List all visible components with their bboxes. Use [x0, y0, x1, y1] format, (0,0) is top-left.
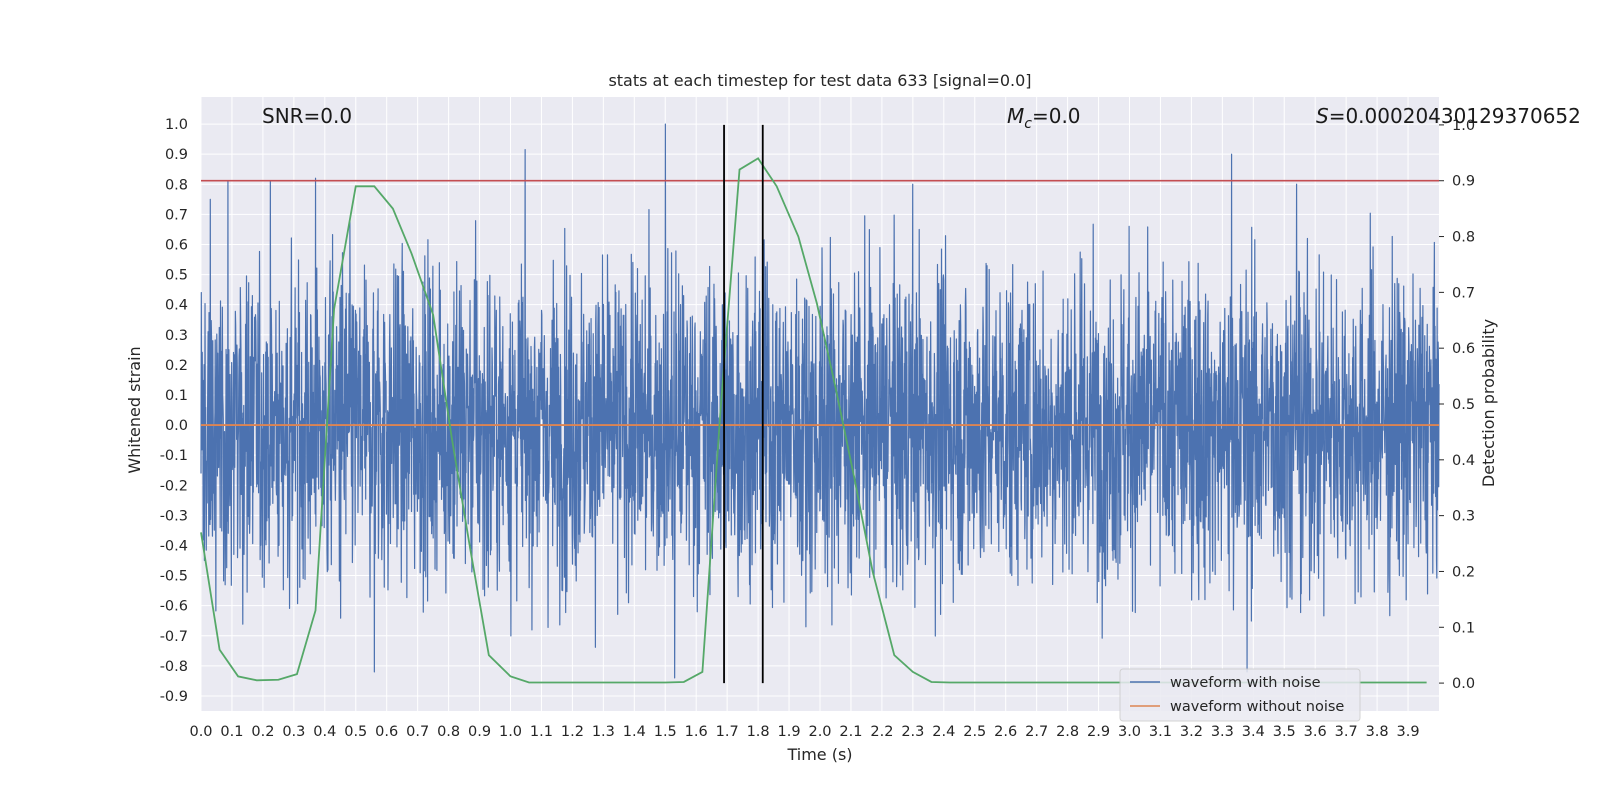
y-tick-label: 0.6	[165, 237, 188, 253]
y-tick-label: 0.1	[165, 388, 188, 404]
x-tick-label: 1.0	[499, 724, 522, 740]
x-tick-label: 3.7	[1335, 724, 1358, 740]
x-tick-label: 1.3	[592, 724, 615, 740]
x-tick-label: 2.8	[1056, 724, 1079, 740]
y-tick-label: -0.8	[160, 659, 188, 675]
x-tick-label: 3.3	[1211, 724, 1234, 740]
series-waveform-with-noise	[200, 123, 1440, 679]
y-tick-label: 0.4	[165, 298, 188, 314]
x-tick-label: 2.0	[808, 724, 831, 740]
legend: waveform with noise waveform without noi…	[1119, 668, 1361, 722]
x-tick-label: 3.5	[1273, 724, 1296, 740]
x-tick-label: 3.2	[1180, 724, 1203, 740]
x-tick-label: 3.4	[1242, 724, 1265, 740]
y-right-tick-label: 0.8	[1452, 230, 1475, 246]
x-tick-label: 3.8	[1366, 724, 1389, 740]
y-right-tick-label: 0.4	[1452, 453, 1475, 469]
chirp-mass-subscript: c	[1024, 116, 1032, 132]
x-tick-label: 1.1	[530, 724, 553, 740]
x-tick-label: 3.9	[1397, 724, 1420, 740]
y-tick-label: -0.5	[160, 569, 188, 585]
y-right-tick-label: 0.0	[1452, 676, 1475, 692]
x-tick-label: 3.1	[1149, 724, 1172, 740]
x-tick-label: 0.9	[468, 724, 491, 740]
x-tick-label: 2.2	[870, 724, 893, 740]
y-axis-ticks-right: 1.0 0.9 0.8 0.7 0.6 0.5 0.4 0.3 0.2 0.1 0.0	[1439, 118, 1475, 692]
y-right-tick-label: 0.5	[1452, 397, 1475, 413]
x-tick-label: 3.6	[1304, 724, 1327, 740]
event-marker-lines	[723, 124, 764, 684]
legend-label-waveform-with-noise: waveform with noise	[1170, 675, 1321, 691]
y-tick-label: -0.7	[160, 629, 188, 645]
y-right-tick-label: 0.1	[1452, 620, 1475, 636]
y-tick-label: -0.2	[160, 478, 188, 494]
snr-annotation: SNR=0.0	[262, 104, 352, 128]
y-tick-label: -0.4	[160, 538, 188, 554]
chart-title: stats at each timestep for test data 633…	[608, 71, 1031, 90]
x-tick-label: 1.5	[654, 724, 677, 740]
y-axis-label-right: Detection probability	[1479, 319, 1498, 487]
y-tick-label: 0.3	[165, 328, 188, 344]
y-right-tick-label: 0.7	[1452, 285, 1475, 301]
x-tick-label: 1.4	[623, 724, 646, 740]
x-tick-label: 0.2	[251, 724, 274, 740]
y-right-tick-label: 0.9	[1452, 174, 1475, 190]
y-right-tick-label: 0.2	[1452, 564, 1475, 580]
y-tick-label: 1.0	[165, 117, 188, 133]
y-tick-label: 0.5	[165, 268, 188, 284]
x-tick-label: 2.7	[1025, 724, 1048, 740]
y-tick-label: 0.2	[165, 358, 188, 374]
y-tick-label: 0.9	[165, 147, 188, 163]
x-tick-label: 1.8	[747, 724, 770, 740]
y-tick-label: -0.9	[160, 689, 188, 705]
x-tick-label: 0.6	[375, 724, 398, 740]
x-axis-ticks: 0.0 0.1 0.2 0.3 0.4 0.5 0.6 0.7 0.8 0.9 1.0 1.1 1.2 1…	[189, 724, 1419, 740]
x-tick-label: 0.7	[406, 724, 429, 740]
y-axis-label-left: Whitened strain	[125, 346, 144, 473]
x-tick-label: 2.4	[932, 724, 955, 740]
legend-label-waveform-without-noise: waveform without noise	[1170, 699, 1344, 715]
chirp-mass-value: =0.0	[1032, 104, 1081, 128]
x-tick-label: 0.3	[282, 724, 305, 740]
x-tick-label: 3.0	[1118, 724, 1141, 740]
x-tick-label: 0.1	[220, 724, 243, 740]
y-tick-label: -0.6	[160, 599, 188, 615]
y-tick-label: -0.1	[160, 448, 188, 464]
y-tick-label: -0.3	[160, 508, 188, 524]
x-tick-label: 1.7	[716, 724, 739, 740]
legend-box	[1119, 668, 1361, 722]
x-tick-label: 0.5	[344, 724, 367, 740]
x-tick-label: 0.8	[437, 724, 460, 740]
x-tick-label: 1.6	[685, 724, 708, 740]
y-tick-label: 0.8	[165, 177, 188, 193]
x-tick-label: 2.9	[1087, 724, 1110, 740]
x-tick-label: 0.0	[189, 724, 212, 740]
y-right-tick-label: 0.3	[1452, 509, 1475, 525]
x-tick-label: 1.2	[561, 724, 584, 740]
significance-annotation: S=0.00020430129370652	[1316, 104, 1581, 128]
significance-symbol: S	[1316, 104, 1329, 128]
y-right-tick-label: 1.0	[1452, 118, 1475, 134]
x-axis-label: Time (s)	[786, 745, 852, 764]
chirp-mass-symbol: M	[1007, 104, 1024, 128]
y-tick-label: 0.7	[165, 207, 188, 223]
significance-value: =0.00020430129370652	[1329, 104, 1581, 128]
x-tick-label: 2.5	[963, 724, 986, 740]
y-right-tick-label: 0.6	[1452, 341, 1475, 357]
x-tick-label: 1.9	[778, 724, 801, 740]
y-axis-ticks-left: 1.0 0.9 0.8 0.7 0.6 0.5 0.4 0.3 0.2 0.1 0.0 -0.1 -0.…	[160, 117, 188, 705]
x-tick-label: 0.4	[313, 724, 336, 740]
x-tick-label: 2.3	[901, 724, 924, 740]
chirp-mass-annotation: Mc=0.0	[1007, 104, 1081, 132]
x-tick-label: 2.1	[839, 724, 862, 740]
x-tick-label: 2.6	[994, 724, 1017, 740]
y-tick-label: 0.0	[165, 418, 188, 434]
noisy-waveform-path	[200, 123, 1440, 679]
